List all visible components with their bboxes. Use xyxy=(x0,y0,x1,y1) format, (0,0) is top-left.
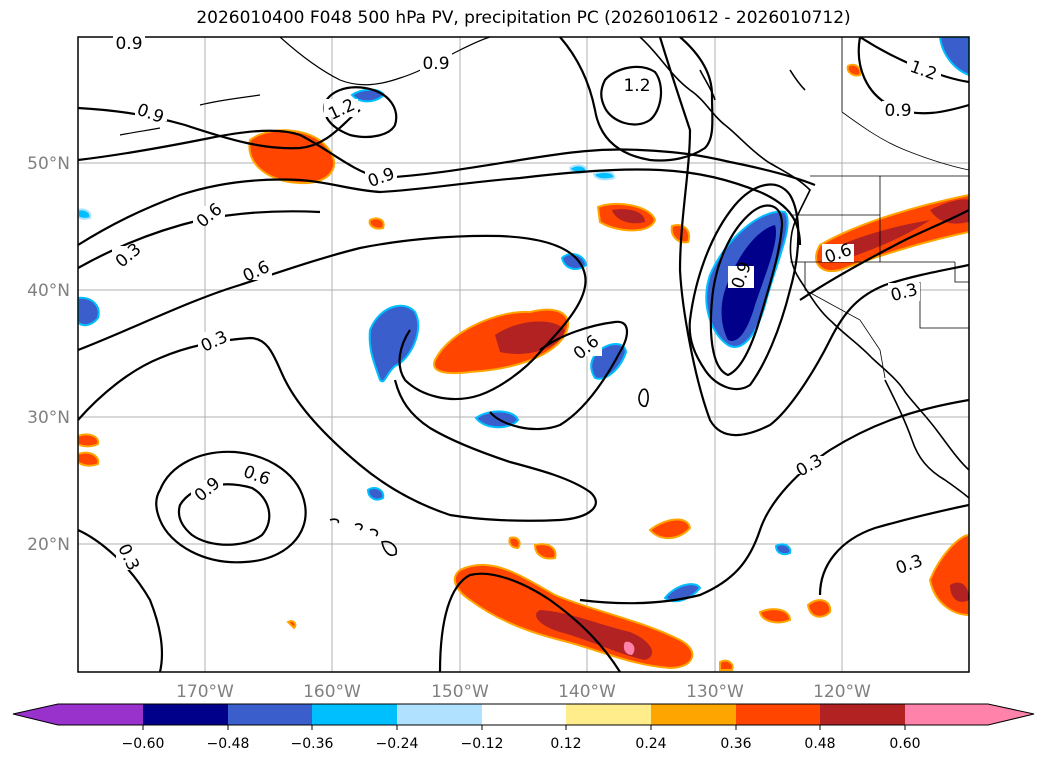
precip-patch xyxy=(368,217,385,230)
precip-patch xyxy=(648,518,692,539)
precip-patch xyxy=(938,37,969,77)
precip-positive xyxy=(78,63,969,671)
precip-patch xyxy=(806,599,832,618)
lat-axis: 50°N 40°N 30°N 20°N xyxy=(27,154,70,555)
lat-tick-label: 50°N xyxy=(27,154,70,174)
lon-tick-label: 150°W xyxy=(431,682,489,702)
pv-contour-0.6 xyxy=(688,183,800,391)
lon-axis: 170°W 160°W 150°W 140°W 130°W 120°W xyxy=(176,682,871,702)
pv-contours xyxy=(78,37,969,672)
contour-label: 0.9 xyxy=(115,34,142,54)
contour-label: 0.9 xyxy=(884,101,911,121)
colorbar-segment xyxy=(736,704,820,725)
precip-patch xyxy=(78,296,100,327)
colorbar-segment xyxy=(905,704,988,725)
pv-contour-0.3 xyxy=(438,572,621,672)
pv-contour-0.6 xyxy=(78,168,802,246)
colorbar-tick-label: 0.60 xyxy=(889,736,920,752)
colorbar-extend-high xyxy=(988,704,1034,725)
precip-patch xyxy=(78,208,92,220)
colorbar-segment xyxy=(312,704,397,725)
pv-contour-0.9 xyxy=(709,204,784,377)
colorbar-segment xyxy=(397,704,482,725)
lon-tick-label: 120°W xyxy=(813,682,871,702)
pv-contour-0.6 xyxy=(155,450,307,564)
lat-tick-label: 40°N xyxy=(27,281,70,301)
lon-tick-label: 140°W xyxy=(558,682,616,702)
precip-patch xyxy=(758,608,792,624)
colorbar-segment xyxy=(58,704,143,725)
pv-contour-0.3 xyxy=(579,398,969,605)
pv-contour-0.6 xyxy=(489,320,628,431)
colorbar-tick-label: 0.12 xyxy=(550,736,581,752)
colorbar-tick-label: −0.48 xyxy=(207,736,250,752)
colorbar-segment xyxy=(651,704,736,725)
lon-tick-label: 160°W xyxy=(303,682,361,702)
precip-patch xyxy=(774,543,792,556)
colorbar-tick-label: 0.48 xyxy=(804,736,835,752)
pv-contour-0.3 xyxy=(658,37,969,437)
precip-patch xyxy=(592,170,616,181)
state-borders xyxy=(790,37,969,379)
colorbar-tick-label: 0.36 xyxy=(720,736,751,752)
lon-tick-label: 170°W xyxy=(176,682,234,702)
colorbar-tick-label: −0.36 xyxy=(291,736,334,752)
precip-patch xyxy=(846,63,862,77)
colorbar-extend-low xyxy=(13,704,58,725)
pv-contour-1.2 xyxy=(323,86,398,139)
colorbar-tick-label: −0.12 xyxy=(461,736,504,752)
map-frame xyxy=(77,36,970,673)
colorbar-segment xyxy=(820,704,905,725)
colorbar-tick-label: −0.60 xyxy=(122,736,165,752)
pv-contour-0.3 xyxy=(818,503,969,596)
colorbar-segment xyxy=(482,704,566,725)
lon-tick-label: 130°W xyxy=(686,682,744,702)
colorbar-tick-label: 0.24 xyxy=(635,736,666,752)
precip-patch xyxy=(286,620,297,630)
precip-patch xyxy=(612,209,645,224)
pv-contour-1.2 xyxy=(600,65,663,126)
precip-patch xyxy=(508,536,521,550)
precip-patch xyxy=(719,659,734,671)
pv-contour-0.9 xyxy=(559,37,714,162)
pv-contour-0.3 xyxy=(78,528,164,672)
pv-contour-0.9 xyxy=(78,106,361,150)
precip-patch xyxy=(78,451,100,467)
pv-contour-0.6 xyxy=(799,209,969,301)
precip-patch xyxy=(78,433,100,448)
colorbar-segment xyxy=(228,704,312,725)
coastlines xyxy=(119,37,969,557)
contour-label: 1.2 xyxy=(623,76,650,96)
precip-patch xyxy=(950,582,969,602)
colorbar-ticks xyxy=(142,725,906,730)
precip-patch xyxy=(248,129,336,185)
precip-patch xyxy=(368,304,420,383)
precip-patch xyxy=(623,641,635,655)
precip-patch xyxy=(536,610,653,660)
colorbar-tick-label: −0.24 xyxy=(376,736,419,752)
precip-patch xyxy=(930,199,969,224)
pv-contour-0.6 xyxy=(78,234,587,401)
colorbar-segment xyxy=(143,704,228,725)
map-title: 2026010400 F048 500 hPa PV, precipitatio… xyxy=(196,8,851,28)
colorbar-outline xyxy=(12,703,1035,726)
map-content xyxy=(78,37,969,672)
contour-label: 0.9 xyxy=(422,54,449,74)
lat-tick-label: 30°N xyxy=(27,408,70,428)
precip-patch xyxy=(366,487,385,501)
colorbar: −0.60 −0.48 −0.36 −0.24 −0.12 0.12 0.24 … xyxy=(12,703,1035,752)
pv-contour-0.9 xyxy=(78,129,816,187)
colorbar-segment xyxy=(566,704,651,725)
lat-tick-label: 20°N xyxy=(27,535,70,555)
precip-patch xyxy=(533,543,557,560)
